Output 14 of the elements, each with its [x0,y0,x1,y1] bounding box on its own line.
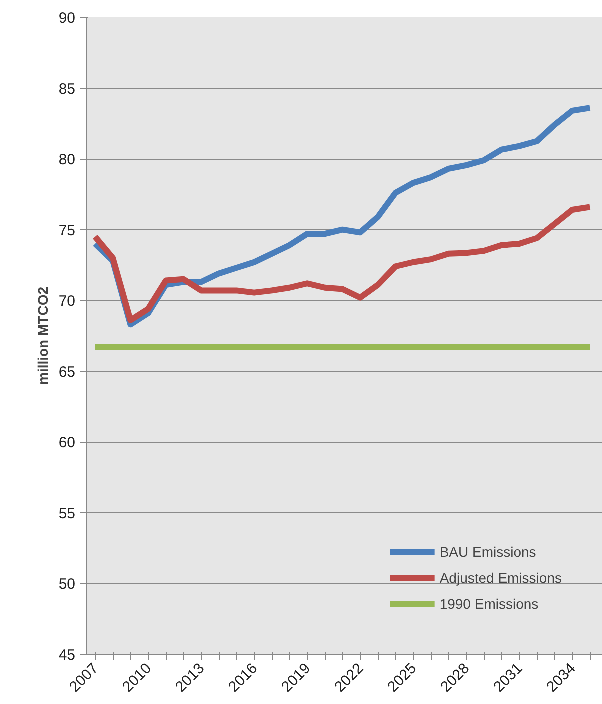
legend-label: Adjusted Emissions [440,570,562,586]
y-tick-label: 90 [58,10,76,27]
y-tick-label: 70 [58,293,76,310]
y-tick-label: 60 [58,434,76,452]
legend-label: BAU Emissions [440,544,536,560]
y-axis-title: million MTCO2 [34,286,51,385]
y-tick-label: 85 [58,80,76,98]
y-tick-label: 75 [58,222,76,240]
y-tick-label: 65 [58,364,76,381]
y-tick-label: 50 [58,576,76,594]
y-tick-label: 80 [58,152,76,169]
y-tick-label: 55 [58,505,76,522]
legend-label: 1990 Emissions [440,596,539,612]
y-tick-label: 45 [58,647,76,664]
